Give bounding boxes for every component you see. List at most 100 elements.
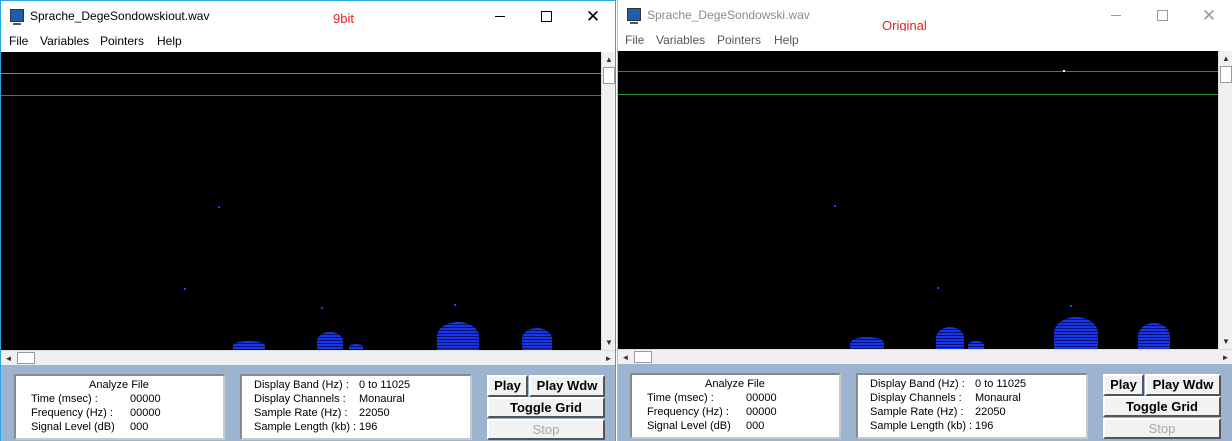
- sample-rate-value: 22050: [359, 407, 390, 419]
- play-window-button[interactable]: Play Wdw: [529, 375, 605, 397]
- close-button[interactable]: ✕: [585, 7, 601, 26]
- left-window: Sprache_DegeSondowskiout.wav 9bit ✕ File…: [0, 0, 616, 441]
- spectral-blob: [1054, 317, 1098, 349]
- sample-rate-label: Sample Rate (Hz) :: [254, 407, 348, 419]
- menu-variables[interactable]: Variables: [656, 33, 706, 47]
- maximize-button[interactable]: [1139, 0, 1185, 31]
- spectral-dot: [1063, 70, 1065, 72]
- display-band-value: 0 to 11025: [359, 379, 411, 391]
- play-window-button[interactable]: Play Wdw: [1145, 374, 1221, 396]
- sample-rate-value: 22050: [975, 406, 1006, 418]
- display-channels-value: Monaural: [359, 393, 405, 405]
- pointer-line[interactable]: [618, 71, 1218, 72]
- spectral-dot: [218, 206, 220, 208]
- spectral-blob: [850, 337, 884, 349]
- display-band-value: 0 to 11025: [975, 378, 1027, 390]
- annotation-label: 9bit: [333, 11, 354, 26]
- window-title: Sprache_DegeSondowskiout.wav: [30, 9, 210, 23]
- display-band-label: Display Band (Hz) :: [870, 378, 965, 390]
- spectral-blob: [437, 322, 479, 350]
- menu-pointers[interactable]: Pointers: [100, 34, 145, 48]
- sample-length-value: 196: [975, 420, 994, 432]
- scroll-left-arrow-icon[interactable]: ◄: [4, 354, 13, 363]
- sample-length-label: Sample Length (kb) :: [254, 421, 357, 433]
- spectral-dot: [834, 205, 836, 207]
- play-button[interactable]: Play: [487, 375, 528, 397]
- spectral-blob: [936, 327, 964, 349]
- display-band-label: Display Band (Hz) :: [254, 379, 349, 391]
- title-bar[interactable]: Sprache_DegeSondowski.wav Original ✕: [618, 0, 1232, 33]
- stop-button[interactable]: Stop: [487, 419, 605, 440]
- pointer-line[interactable]: [1, 95, 601, 96]
- scroll-up-arrow-icon[interactable]: ▲: [605, 55, 613, 64]
- play-button[interactable]: Play: [1103, 374, 1144, 396]
- spectral-blob: [233, 341, 265, 350]
- stop-button[interactable]: Stop: [1103, 418, 1221, 439]
- scroll-left-arrow-icon[interactable]: ◄: [621, 353, 630, 362]
- control-panel: Analyze File Time (msec) : 00000 Frequen…: [618, 364, 1232, 441]
- horizontal-scrollbar[interactable]: ◄ ►: [618, 349, 1232, 364]
- close-button[interactable]: ✕: [1201, 6, 1217, 25]
- display-info-panel: Display Band (Hz) : 0 to 11025 Display C…: [240, 374, 472, 440]
- signal-level-value: 000: [746, 420, 765, 432]
- minimize-button[interactable]: [1093, 0, 1139, 31]
- spectral-dot: [321, 307, 323, 309]
- control-panel: Analyze File Time (msec) : 00000 Frequen…: [1, 365, 615, 441]
- title-bar[interactable]: Sprache_DegeSondowskiout.wav 9bit ✕: [1, 1, 615, 32]
- toggle-grid-button[interactable]: Toggle Grid: [487, 397, 605, 418]
- menu-file[interactable]: File: [9, 34, 29, 48]
- scroll-right-arrow-icon[interactable]: ►: [604, 354, 613, 363]
- spectrogram-view[interactable]: [1, 52, 601, 350]
- scroll-down-arrow-icon[interactable]: ▼: [605, 338, 613, 347]
- horizontal-scrollbar[interactable]: ◄ ►: [1, 350, 615, 365]
- spectral-blob: [349, 344, 363, 350]
- toggle-grid-button[interactable]: Toggle Grid: [1103, 396, 1221, 417]
- sample-length-label: Sample Length (kb) :: [870, 420, 973, 432]
- analyze-heading: Analyze File: [705, 378, 765, 390]
- spectral-dot: [184, 288, 186, 290]
- frequency-value: 00000: [130, 407, 161, 419]
- spectral-dot: [937, 287, 939, 289]
- display-channels-label: Display Channels :: [254, 393, 346, 405]
- frequency-value: 00000: [746, 406, 777, 418]
- spectrogram-view[interactable]: [618, 51, 1218, 349]
- analyze-heading: Analyze File: [89, 379, 149, 391]
- scroll-right-arrow-icon[interactable]: ►: [1221, 353, 1230, 362]
- signal-level-value: 000: [130, 421, 149, 433]
- pointer-line[interactable]: [618, 94, 1218, 95]
- menu-file[interactable]: File: [625, 33, 645, 47]
- scroll-up-arrow-icon[interactable]: ▲: [1222, 54, 1230, 63]
- scrollbar-thumb[interactable]: [634, 351, 652, 363]
- scroll-down-arrow-icon[interactable]: ▼: [1222, 337, 1230, 346]
- menu-bar: File Variables Pointers Help: [618, 31, 1232, 51]
- menu-pointers[interactable]: Pointers: [717, 33, 762, 47]
- signal-level-label: Signal Level (dB): [31, 421, 115, 433]
- vertical-scrollbar[interactable]: ▲ ▼: [1218, 51, 1232, 349]
- scrollbar-thumb[interactable]: [17, 352, 35, 364]
- pointer-line[interactable]: [1, 73, 601, 74]
- spectral-blob: [968, 341, 984, 349]
- app-icon: [627, 8, 641, 24]
- display-channels-label: Display Channels :: [870, 392, 962, 404]
- maximize-button[interactable]: [523, 1, 569, 32]
- menu-help[interactable]: Help: [774, 33, 799, 47]
- analyze-file-panel: Analyze File Time (msec) : 00000 Frequen…: [14, 374, 225, 440]
- display-info-panel: Display Band (Hz) : 0 to 11025 Display C…: [856, 373, 1088, 439]
- menu-bar: File Variables Pointers Help: [1, 32, 615, 52]
- spectral-blob: [1138, 323, 1170, 349]
- sample-rate-label: Sample Rate (Hz) :: [870, 406, 964, 418]
- scrollbar-thumb[interactable]: [1220, 66, 1232, 83]
- menu-variables[interactable]: Variables: [40, 34, 90, 48]
- frequency-label: Frequency (Hz) :: [31, 407, 113, 419]
- app-icon: [10, 9, 24, 25]
- minimize-button[interactable]: [477, 1, 523, 32]
- time-label: Time (msec) :: [647, 392, 714, 404]
- display-channels-value: Monaural: [975, 392, 1021, 404]
- right-window: Sprache_DegeSondowski.wav Original ✕ Fil…: [617, 0, 1232, 441]
- spectral-dot: [454, 304, 456, 306]
- annotation-label: Original: [882, 18, 927, 33]
- spectral-dot: [1070, 305, 1072, 307]
- vertical-scrollbar[interactable]: ▲ ▼: [601, 52, 615, 350]
- scrollbar-thumb[interactable]: [603, 67, 615, 84]
- menu-help[interactable]: Help: [157, 34, 182, 48]
